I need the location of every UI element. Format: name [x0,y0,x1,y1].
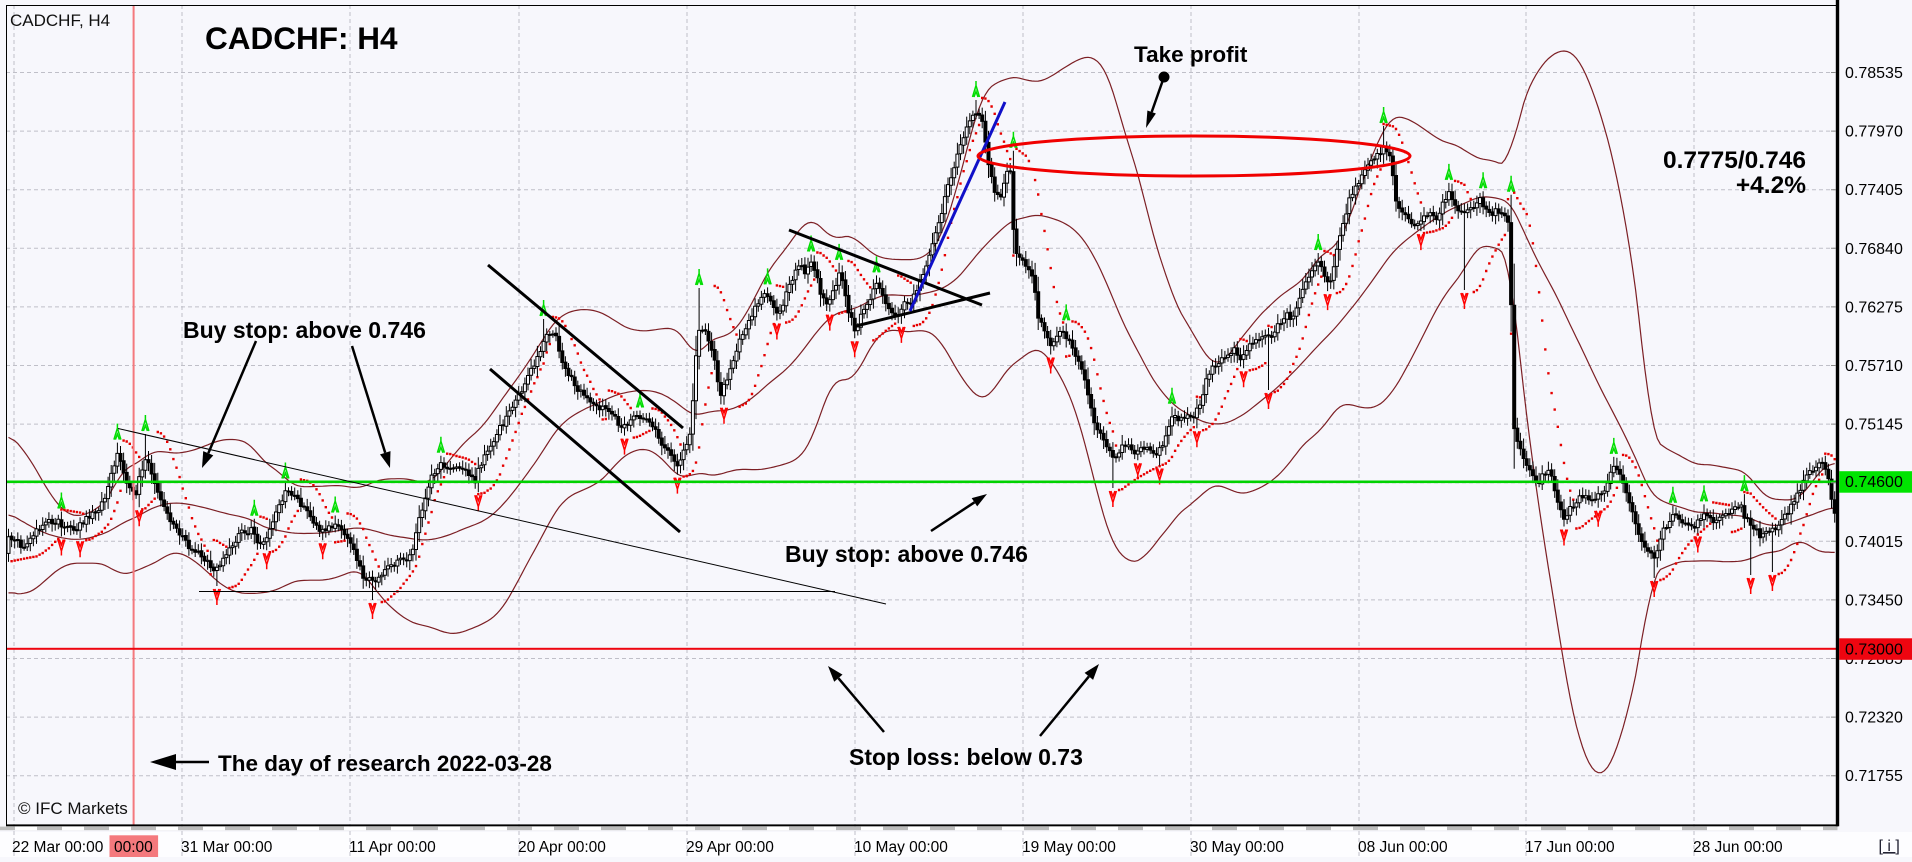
svg-text:© IFC Markets: © IFC Markets [18,799,128,818]
svg-text:28 Jun 00:00: 28 Jun 00:00 [1693,839,1783,856]
svg-text:[ i ]: [ i ] [1879,838,1900,855]
svg-text:0.78535: 0.78535 [1845,65,1903,82]
svg-text:11 Apr 00:00: 11 Apr 00:00 [349,839,436,856]
svg-text:20 Apr 00:00: 20 Apr 00:00 [518,839,606,856]
svg-text:0.77405: 0.77405 [1845,182,1903,199]
svg-text:Buy stop: above 0.746: Buy stop: above 0.746 [183,317,426,343]
svg-text:The day of research 2022-03-28: The day of research 2022-03-28 [218,751,552,776]
svg-text:0.72320: 0.72320 [1845,710,1903,727]
svg-text:31 Mar 00:00: 31 Mar 00:00 [181,839,273,856]
svg-text:0.77970: 0.77970 [1845,124,1903,141]
svg-text:00:00: 00:00 [114,839,153,856]
svg-text:17 Jun 00:00: 17 Jun 00:00 [1525,839,1615,856]
svg-text:Stop loss: below 0.73: Stop loss: below 0.73 [849,744,1083,770]
svg-text:Buy stop: above 0.746: Buy stop: above 0.746 [785,541,1028,567]
svg-text:10 May 00:00: 10 May 00:00 [854,839,948,856]
svg-text:22 Mar 00:00: 22 Mar 00:00 [12,839,104,856]
svg-text:0.76275: 0.76275 [1845,299,1903,316]
svg-text:CADCHF: H4: CADCHF: H4 [205,20,398,56]
svg-text:0.75710: 0.75710 [1845,358,1903,375]
svg-text:0.74015: 0.74015 [1845,534,1903,551]
svg-text:0.7775/0.746: 0.7775/0.746 [1663,147,1806,174]
svg-text:0.76840: 0.76840 [1845,241,1903,258]
svg-text:+4.2%: +4.2% [1736,172,1806,199]
svg-text:0.74600: 0.74600 [1845,474,1903,491]
svg-text:0.73000: 0.73000 [1845,641,1903,658]
svg-text:0.73450: 0.73450 [1845,592,1903,609]
svg-text:29 Apr 00:00: 29 Apr 00:00 [686,839,774,856]
svg-text:19 May 00:00: 19 May 00:00 [1022,839,1116,856]
svg-text:0.71755: 0.71755 [1845,768,1903,785]
svg-text:Take profit: Take profit [1134,42,1248,67]
svg-text:30 May 00:00: 30 May 00:00 [1190,839,1284,856]
svg-text:0.75145: 0.75145 [1845,417,1903,434]
svg-text:08 Jun 00:00: 08 Jun 00:00 [1358,839,1448,856]
svg-text:CADCHF, H4: CADCHF, H4 [10,11,110,30]
